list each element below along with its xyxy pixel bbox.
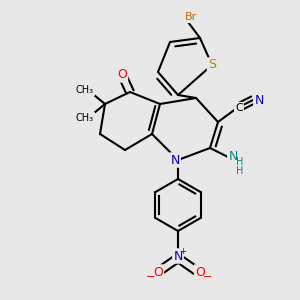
Text: S: S [208,58,216,71]
Text: O: O [153,266,163,278]
Text: O: O [117,68,127,82]
Text: N: N [228,151,238,164]
Text: Br: Br [185,12,197,22]
Text: O: O [195,266,205,278]
Text: H: H [236,157,244,167]
Text: N: N [254,94,264,106]
Text: +: + [180,247,186,256]
Text: N: N [173,250,183,262]
Text: CH₃: CH₃ [76,85,94,95]
Text: −: − [203,272,213,282]
Text: C: C [235,103,243,113]
Text: H: H [236,166,244,176]
Text: N: N [170,154,180,166]
Text: CH₃: CH₃ [76,113,94,123]
Text: −: − [146,272,156,282]
